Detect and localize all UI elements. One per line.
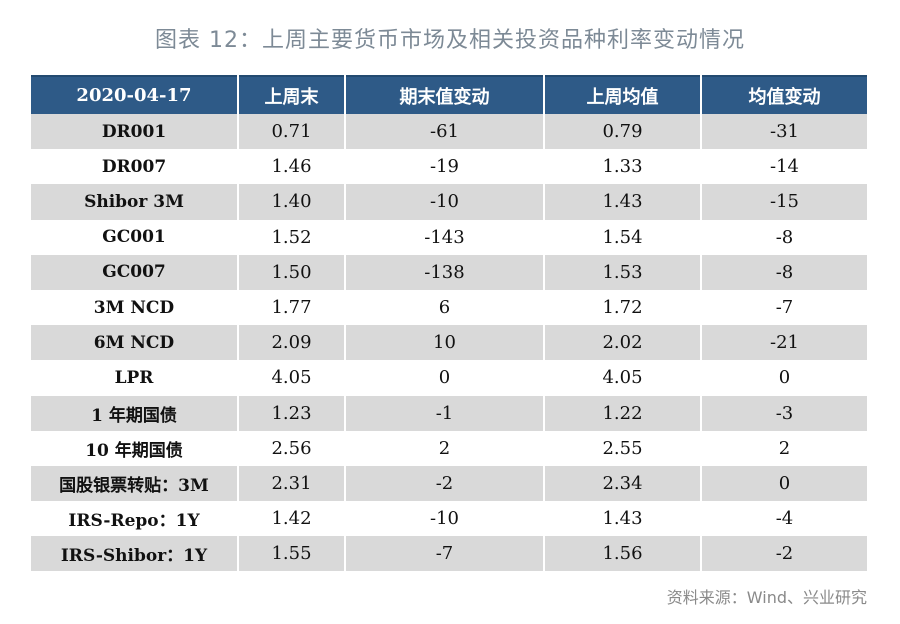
table-row: 6M NCD 2.09 10 2.02 -21 xyxy=(31,325,867,361)
cell-last-week-average: 0.79 xyxy=(544,114,702,150)
cell-last-week-average: 1.56 xyxy=(544,536,702,572)
table-row: IRS-Shibor：1Y 1.55 -7 1.56 -2 xyxy=(31,536,867,572)
cell-average-change: -7 xyxy=(775,297,794,319)
row-label: 国股银票转贴：3M xyxy=(31,465,239,502)
header-date: 2020-04-17 xyxy=(31,76,239,114)
cell-last-week-average: 2.02 xyxy=(544,325,702,361)
cell-average-change: -4 xyxy=(775,508,794,530)
cell-end-value-change: -19 xyxy=(345,149,545,185)
cell-last-week-end: 2.31 xyxy=(238,465,346,502)
header-last-week-average: 上周均值 xyxy=(544,76,702,114)
cell-end-value-change: -138 xyxy=(345,254,545,290)
cell-last-week-average: 2.55 xyxy=(544,430,702,466)
cell-end-value-change: 0 xyxy=(345,360,545,396)
cell-end-value-change: 2 xyxy=(345,430,545,466)
cell-average-change: -31 xyxy=(770,121,799,143)
table-row: 国股银票转贴：3M 2.31 -2 2.34 0 xyxy=(31,465,867,502)
header-row: 2020-04-17 上周末 期末值变动 上周均值 均值变动 xyxy=(31,76,867,114)
cell-end-value-change: 6 xyxy=(345,289,545,326)
cell-last-week-average: 1.53 xyxy=(544,254,702,290)
table-row: 1 年期国债 1.23 -1 1.22 -3 xyxy=(31,395,867,431)
rates-table: 2020-04-17 上周末 期末值变动 上周均值 均值变动 DR001 0.7… xyxy=(31,75,867,572)
cell-last-week-average: 1.72 xyxy=(544,289,702,326)
cell-end-value-change: -143 xyxy=(345,219,545,255)
cell-last-week-end: 1.77 xyxy=(238,289,346,326)
cell-average-change: -14 xyxy=(770,156,799,178)
cell-average-change: -3 xyxy=(775,402,794,424)
cell-last-week-end: 1.23 xyxy=(238,395,346,431)
cell-end-value-change: -61 xyxy=(345,114,545,150)
cell-last-week-average: 1.54 xyxy=(544,219,702,255)
row-label: GC001 xyxy=(31,219,239,255)
cell-end-value-change: -10 xyxy=(345,501,545,537)
row-label: Shibor 3M xyxy=(31,184,239,220)
cell-last-week-average: 2.34 xyxy=(544,465,702,502)
cell-last-week-end: 2.56 xyxy=(238,430,346,466)
source-note: 资料来源：Wind、兴业研究 xyxy=(666,588,867,607)
cell-end-value-change: -2 xyxy=(345,465,545,502)
cell-last-week-end: 1.52 xyxy=(238,219,346,255)
cell-average-change: -21 xyxy=(770,332,799,354)
cell-last-week-end: 2.09 xyxy=(238,325,346,361)
header-last-week-end: 上周末 xyxy=(238,76,346,114)
row-label: DR007 xyxy=(31,149,239,185)
cell-last-week-average: 1.22 xyxy=(544,395,702,431)
row-label: 10 年期国债 xyxy=(31,430,239,466)
row-label: 1 年期国债 xyxy=(31,395,239,431)
cell-last-week-average: 4.05 xyxy=(544,360,702,396)
cell-end-value-change: -10 xyxy=(345,184,545,220)
cell-last-week-end: 1.46 xyxy=(238,149,346,185)
cell-last-week-average: 1.43 xyxy=(544,501,702,537)
table-body: DR001 0.71 -61 0.79 -31 DR007 1.46 -19 1… xyxy=(31,114,867,572)
table-row: 3M NCD 1.77 6 1.72 -7 xyxy=(31,289,867,326)
table-row: LPR 4.05 0 4.05 0 xyxy=(31,360,867,396)
table-row: IRS-Repo：1Y 1.42 -10 1.43 -4 xyxy=(31,501,867,537)
table-row: DR007 1.46 -19 1.33 -14 xyxy=(31,149,867,185)
row-label: GC007 xyxy=(31,254,239,290)
cell-last-week-end: 0.71 xyxy=(238,114,346,150)
cell-average-change: 0 xyxy=(778,472,791,494)
cell-average-change: -2 xyxy=(775,543,794,565)
row-label: 6M NCD xyxy=(31,325,239,361)
header-end-value-change: 期末值变动 xyxy=(345,76,545,114)
figure-title: 图表 12：上周主要货币市场及相关投资品种利率变动情况 xyxy=(155,28,745,53)
table-row: DR001 0.71 -61 0.79 -31 xyxy=(31,114,867,150)
cell-end-value-change: -1 xyxy=(345,395,545,431)
table-header: 2020-04-17 上周末 期末值变动 上周均值 均值变动 xyxy=(31,76,867,114)
cell-end-value-change: 10 xyxy=(345,325,545,361)
table-row: GC007 1.50 -138 1.53 -8 xyxy=(31,254,867,290)
cell-average-change: 2 xyxy=(778,437,791,459)
row-label: LPR xyxy=(31,360,239,396)
table-row: Shibor 3M 1.40 -10 1.43 -15 xyxy=(31,184,867,220)
cell-last-week-end: 1.42 xyxy=(238,501,346,537)
cell-end-value-change: -7 xyxy=(345,536,545,572)
cell-last-week-average: 1.33 xyxy=(544,149,702,185)
cell-average-change: -8 xyxy=(775,261,794,283)
cell-last-week-end: 4.05 xyxy=(238,360,346,396)
cell-average-change: -8 xyxy=(775,226,794,248)
cell-last-week-average: 1.43 xyxy=(544,184,702,220)
row-label: DR001 xyxy=(31,114,239,150)
row-label: 3M NCD xyxy=(31,289,239,326)
row-label: IRS-Repo：1Y xyxy=(31,501,239,537)
header-average-change: 均值变动 xyxy=(748,86,821,108)
table-row: 10 年期国债 2.56 2 2.55 2 xyxy=(31,430,867,466)
cell-last-week-end: 1.40 xyxy=(238,184,346,220)
rates-table-container: 2020-04-17 上周末 期末值变动 上周均值 均值变动 DR001 0.7… xyxy=(31,75,867,572)
cell-last-week-end: 1.50 xyxy=(238,254,346,290)
cell-average-change: 0 xyxy=(778,367,791,389)
cell-last-week-end: 1.55 xyxy=(238,536,346,572)
row-label: IRS-Shibor：1Y xyxy=(31,536,239,572)
cell-average-change: -15 xyxy=(770,191,799,213)
table-row: GC001 1.52 -143 1.54 -8 xyxy=(31,219,867,255)
